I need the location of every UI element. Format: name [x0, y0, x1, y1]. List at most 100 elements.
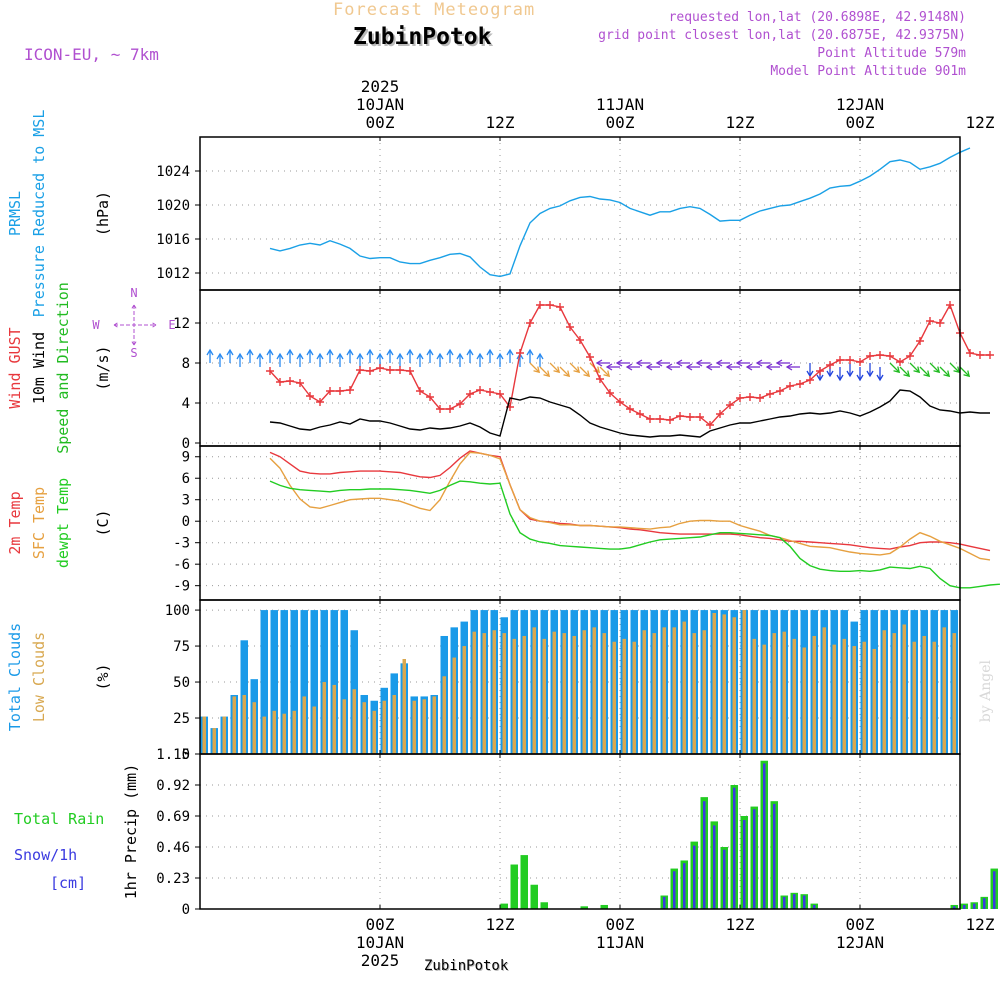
wind-arrow-head [583, 370, 591, 378]
panel-temp [195, 445, 1000, 601]
low-cloud-bar [312, 706, 316, 754]
low-cloud-bar [592, 627, 596, 754]
panel-frame [199, 445, 961, 601]
wind-arrow-head [286, 348, 294, 356]
gust-marker [466, 390, 474, 398]
wind-arrow-head [755, 359, 763, 367]
wind-arrow-head [655, 359, 663, 367]
wind-arrow-head [346, 348, 354, 356]
wind-arrow-head [306, 348, 314, 356]
gust-marker [776, 387, 784, 395]
low-cloud-bar [582, 630, 586, 754]
gust-marker [806, 376, 814, 384]
series-sfc-temp [269, 451, 991, 561]
time-label-bottom: 12Z [966, 915, 995, 934]
low-cloud-bar [562, 633, 566, 754]
low-cloud-bar [442, 676, 446, 754]
low-cloud-bar [942, 627, 946, 754]
wind-arrow-head [675, 359, 683, 367]
low-cloud-bar [272, 710, 276, 754]
wind-arrow-head [913, 366, 921, 374]
wind-arrow-head [573, 366, 581, 374]
y-tick-label: -6 [173, 557, 190, 573]
wind-arrow [939, 366, 950, 377]
time-label-top: 12Z [486, 113, 515, 132]
snow-bar [803, 895, 806, 909]
point-altitude: Point Altitude 579m [817, 46, 966, 61]
time-label-bottom: 11JAN [596, 933, 644, 952]
low-cloud-bar [302, 696, 306, 754]
gust-marker [916, 337, 924, 345]
gust-marker [646, 415, 654, 423]
low-cloud-bar [332, 684, 336, 754]
wind-arrow [599, 366, 610, 377]
gust-marker [656, 415, 664, 423]
y-tick-label: 6 [182, 471, 190, 487]
wind-arrow [559, 366, 570, 377]
gust-marker [296, 379, 304, 387]
wind-arrow-head [256, 352, 264, 360]
panel-frame [199, 136, 961, 291]
wind-arrow-head [563, 370, 571, 378]
gust-marker [856, 358, 864, 366]
snow-bar [993, 871, 996, 909]
gust-marker [756, 394, 764, 402]
rain-bar [520, 855, 528, 909]
panel-label: Low Clouds [30, 632, 48, 722]
series-dewpt-temp [269, 480, 1000, 589]
snow-bar [983, 898, 986, 909]
panel-frame [199, 289, 961, 447]
wind-arrow-head [386, 348, 394, 356]
y-tick-label: 100 [165, 603, 190, 619]
series-2m-temp [269, 450, 991, 552]
low-cloud-bar [462, 646, 466, 754]
gust-marker [536, 301, 544, 309]
low-cloud-bar [372, 710, 376, 754]
low-cloud-bar [602, 633, 606, 754]
gust-marker [836, 356, 844, 364]
gust-marker [906, 352, 914, 360]
gust-marker [486, 388, 494, 396]
low-cloud-bar [262, 716, 266, 754]
low-cloud-bar [772, 633, 776, 754]
wind-arrow-head [615, 359, 623, 367]
snow-bar [733, 787, 736, 909]
gust-marker [746, 393, 754, 401]
gust-marker [406, 367, 414, 375]
gust-marker [556, 303, 564, 311]
y-tick-label: 9 [182, 450, 190, 466]
low-cloud-bar [552, 631, 556, 754]
low-cloud-bar [232, 696, 236, 754]
low-cloud-bar [532, 627, 536, 754]
gust-marker [696, 413, 704, 421]
gust-marker [636, 410, 644, 418]
unit-label: (C) [94, 509, 112, 536]
low-cloud-bar [902, 624, 906, 754]
wind-arrow-head [236, 352, 244, 360]
low-cloud-bar [422, 699, 426, 754]
wind-arrow-head [533, 366, 541, 374]
snow-bar [723, 849, 726, 909]
gust-marker [966, 349, 974, 357]
gust-marker [766, 390, 774, 398]
wind-arrow-head [366, 348, 374, 356]
gust-marker [286, 377, 294, 385]
gust-marker [266, 367, 274, 375]
gust-marker [716, 410, 724, 418]
low-cloud-bar [792, 638, 796, 754]
total-cloud-bar [330, 610, 338, 754]
low-cloud-bar [412, 700, 416, 754]
wind-arrow-head [635, 359, 643, 367]
low-cloud-bar [822, 627, 826, 754]
wind-arrow-head [645, 363, 653, 371]
wind-arrow-head [543, 370, 551, 378]
low-cloud-bar [862, 641, 866, 754]
wind-arrow-head [326, 348, 334, 356]
gust-marker [416, 387, 424, 395]
wind-arrow-head [816, 374, 824, 382]
low-cloud-bar [932, 641, 936, 754]
low-cloud-bar [252, 702, 256, 754]
wind-arrow-head [856, 374, 864, 382]
snow-bar [783, 896, 786, 909]
gust-marker [876, 351, 884, 359]
